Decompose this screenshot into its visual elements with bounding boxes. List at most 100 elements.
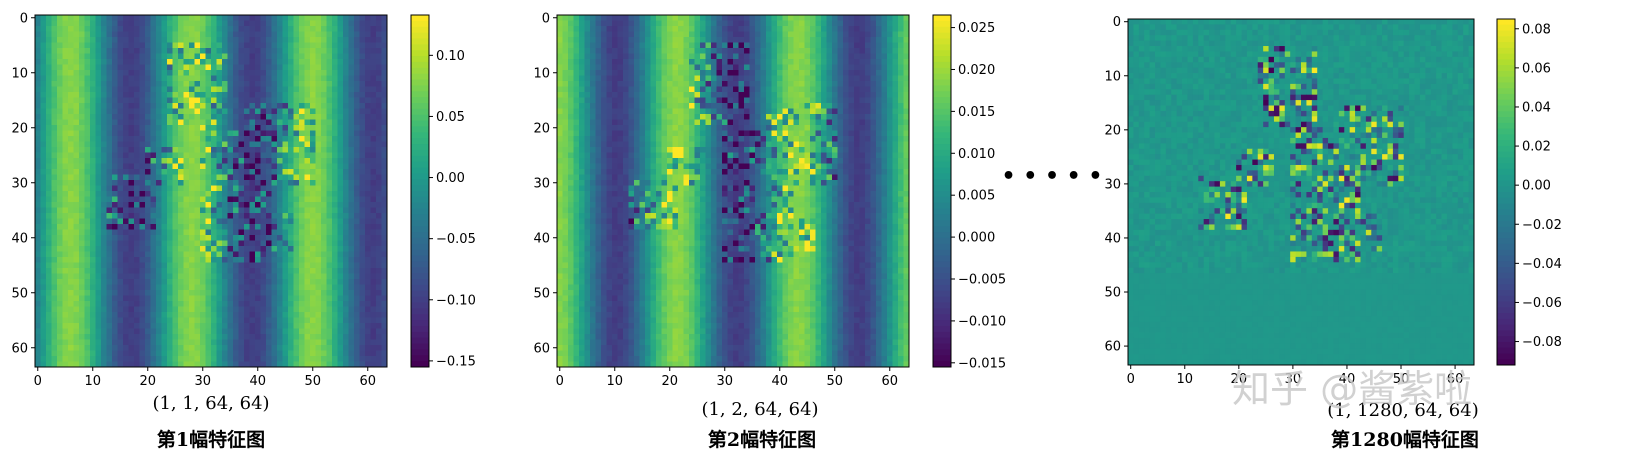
heatmap-cell [293, 279, 300, 285]
colorbar-segment [411, 237, 429, 245]
heatmap-cell [112, 97, 118, 104]
heatmap-cell [106, 180, 113, 186]
heatmap-cell [672, 20, 679, 27]
heatmap-cell [40, 284, 47, 291]
heatmap-cell [348, 268, 355, 274]
heatmap-cell [183, 350, 190, 357]
heatmap-cell [667, 42, 673, 49]
heatmap-cell [623, 64, 629, 71]
heatmap-cell [343, 317, 349, 324]
heatmap-cell [277, 328, 283, 335]
colorbar-segment [411, 103, 429, 110]
heatmap-cell [590, 64, 596, 71]
heatmap-cell [172, 240, 179, 247]
heatmap-cell [727, 15, 734, 21]
heatmap-cell [326, 59, 333, 65]
heatmap-cell [68, 356, 74, 362]
heatmap-cell [84, 141, 91, 148]
heatmap-cell [354, 59, 360, 65]
heatmap-cell [376, 53, 382, 60]
heatmap-cell [167, 81, 173, 87]
heatmap-cell [249, 339, 256, 346]
heatmap-cell [123, 147, 129, 153]
heatmap-cell [205, 350, 212, 357]
heatmap-cell [172, 152, 179, 159]
heatmap-cell [332, 328, 338, 335]
heatmap-cell [359, 31, 366, 38]
heatmap-cell [755, 64, 761, 71]
heatmap-cell [227, 295, 234, 302]
heatmap-cell [46, 103, 52, 109]
heatmap-cell [881, 59, 888, 65]
heatmap-cell [766, 75, 772, 82]
heatmap-cell [683, 15, 690, 21]
heatmap-cell [315, 218, 322, 225]
heatmap-cell [568, 15, 574, 21]
heatmap-cell [84, 86, 91, 93]
heatmap-cell [370, 196, 377, 203]
heatmap-cell [128, 26, 135, 32]
heatmap-cell [172, 15, 179, 21]
heatmap-cell [650, 70, 657, 76]
heatmap-cell [178, 235, 184, 241]
heatmap-cell [40, 246, 47, 252]
heatmap-cell [601, 75, 607, 82]
heatmap-cell [117, 48, 124, 54]
heatmap-cell [348, 70, 355, 76]
heatmap-cell [68, 75, 74, 82]
heatmap-cell [244, 97, 250, 104]
heatmap-cell [689, 81, 695, 87]
colorbar-segment [411, 267, 429, 274]
heatmap-cell [337, 147, 344, 153]
heatmap-cell [321, 246, 327, 252]
heatmap-cell [722, 20, 728, 27]
heatmap-cell [568, 37, 574, 43]
heatmap-cell [628, 53, 635, 60]
heatmap-cell [117, 125, 124, 131]
heatmap-cell [288, 301, 294, 307]
heatmap-cell [568, 31, 574, 38]
heatmap-cell [51, 246, 58, 252]
heatmap-cell [84, 361, 91, 368]
heatmap-cell [106, 273, 113, 280]
heatmap-cell [68, 268, 74, 274]
heatmap-cell [73, 339, 80, 346]
heatmap-cell [216, 103, 223, 109]
heatmap-cell [865, 42, 871, 49]
heatmap-cell [288, 103, 294, 109]
heatmap-cell [749, 26, 756, 32]
heatmap-cell [332, 224, 338, 230]
heatmap-cell [216, 257, 223, 263]
heatmap-cell [365, 86, 371, 93]
heatmap-cell [359, 48, 366, 54]
heatmap-cell [672, 48, 679, 54]
heatmap-cell [150, 229, 157, 236]
heatmap-cell [255, 108, 261, 115]
heatmap-cell [73, 136, 80, 142]
heatmap-cell [601, 31, 607, 38]
heatmap-cell [304, 114, 311, 120]
heatmap-cell [271, 279, 278, 285]
heatmap-cell [376, 37, 382, 43]
heatmap-cell [656, 53, 662, 60]
heatmap-cell [310, 97, 316, 104]
heatmap-cell [161, 92, 168, 98]
heatmap-cell [865, 31, 871, 38]
heatmap-cell [150, 202, 157, 208]
heatmap-cell [73, 257, 80, 263]
heatmap-cell [288, 345, 294, 351]
heatmap-cell [843, 75, 849, 82]
heatmap-cell [365, 163, 371, 170]
heatmap-cell [310, 323, 316, 329]
heatmap-cell [348, 345, 355, 351]
heatmap-cell [282, 59, 289, 65]
heatmap-cell [233, 361, 239, 368]
heatmap-cell [222, 103, 228, 109]
heatmap-cell [205, 323, 212, 329]
heatmap-cell [51, 158, 58, 164]
heatmap-cell [332, 114, 338, 120]
heatmap-cell [606, 53, 613, 60]
x-tick-label: 30 [194, 374, 211, 389]
heatmap-cell [255, 218, 261, 225]
heatmap-cell [832, 26, 838, 32]
